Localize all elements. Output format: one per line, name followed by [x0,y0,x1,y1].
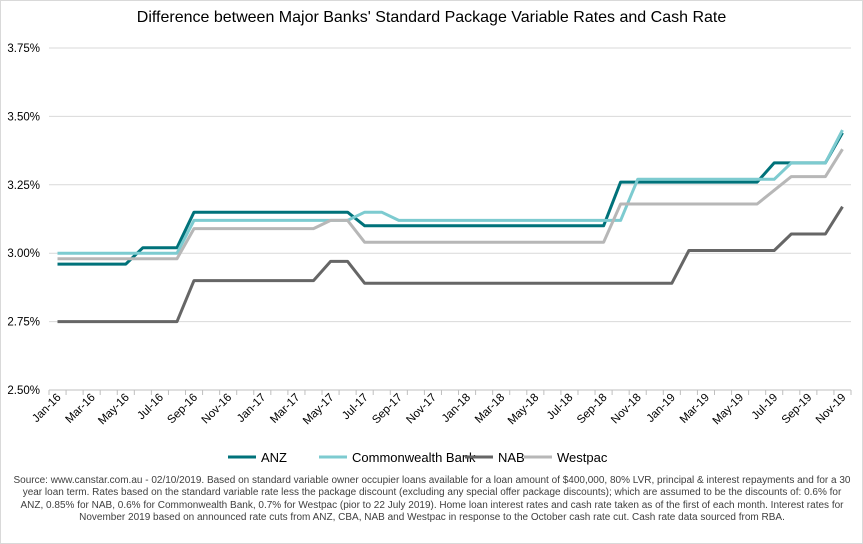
x-tick-label: May-18 [506,392,542,428]
series-line-commonwealth-bank [57,129,844,255]
legend-label-anz: ANZ [261,450,287,465]
y-tick-label: 2.75% [7,317,40,329]
x-tick-label: Sep-18 [575,392,610,427]
x-tick-label: Mar-17 [268,392,302,426]
legend-label-nab: NAB [498,450,525,465]
x-tick-label: Mar-16 [64,392,98,426]
x-tick-label: May-16 [96,392,132,428]
x-tick-label: Mar-18 [473,392,507,426]
x-tick-label: Sep-16 [165,392,200,427]
series-line-anz [57,132,844,266]
x-tick-label: Nov-16 [200,392,235,427]
x-tick-label: Mar-19 [678,392,712,426]
y-tick-label: 3.25% [7,180,40,192]
legend-label-commonwealth-bank: Commonwealth Bank [352,450,476,465]
x-tick-label: Jul-18 [545,392,576,423]
x-tick-label: Jan-17 [235,392,268,425]
x-tick-label: Sep-19 [780,392,815,427]
x-tick-label: Nov-17 [404,392,439,427]
legend-label-westpac: Westpac [557,450,608,465]
x-tick-label: Jul-19 [750,392,781,423]
x-tick-label: Nov-18 [609,392,644,427]
series-line-nab [57,205,844,324]
y-tick-label: 3.75% [7,43,40,55]
chart-title: Difference between Major Banks' Standard… [136,9,727,26]
x-tick-label: Jan-19 [645,392,678,425]
x-tick-label: May-19 [711,392,747,428]
series-line-westpac [57,148,844,261]
y-tick-label: 3.00% [7,248,40,260]
y-tick-label: 2.50% [7,385,40,397]
x-tick-label: May-17 [301,392,337,428]
source-note: Source: www.canstar.com.au - 02/10/2019.… [13,475,851,524]
x-tick-label: Nov-19 [814,392,849,427]
y-tick-label: 3.50% [7,111,40,123]
x-tick-label: Sep-17 [370,392,405,427]
x-tick-label: Jul-16 [135,392,166,423]
x-tick-label: Jul-17 [340,392,371,423]
x-tick-label: Jan-18 [440,392,473,425]
